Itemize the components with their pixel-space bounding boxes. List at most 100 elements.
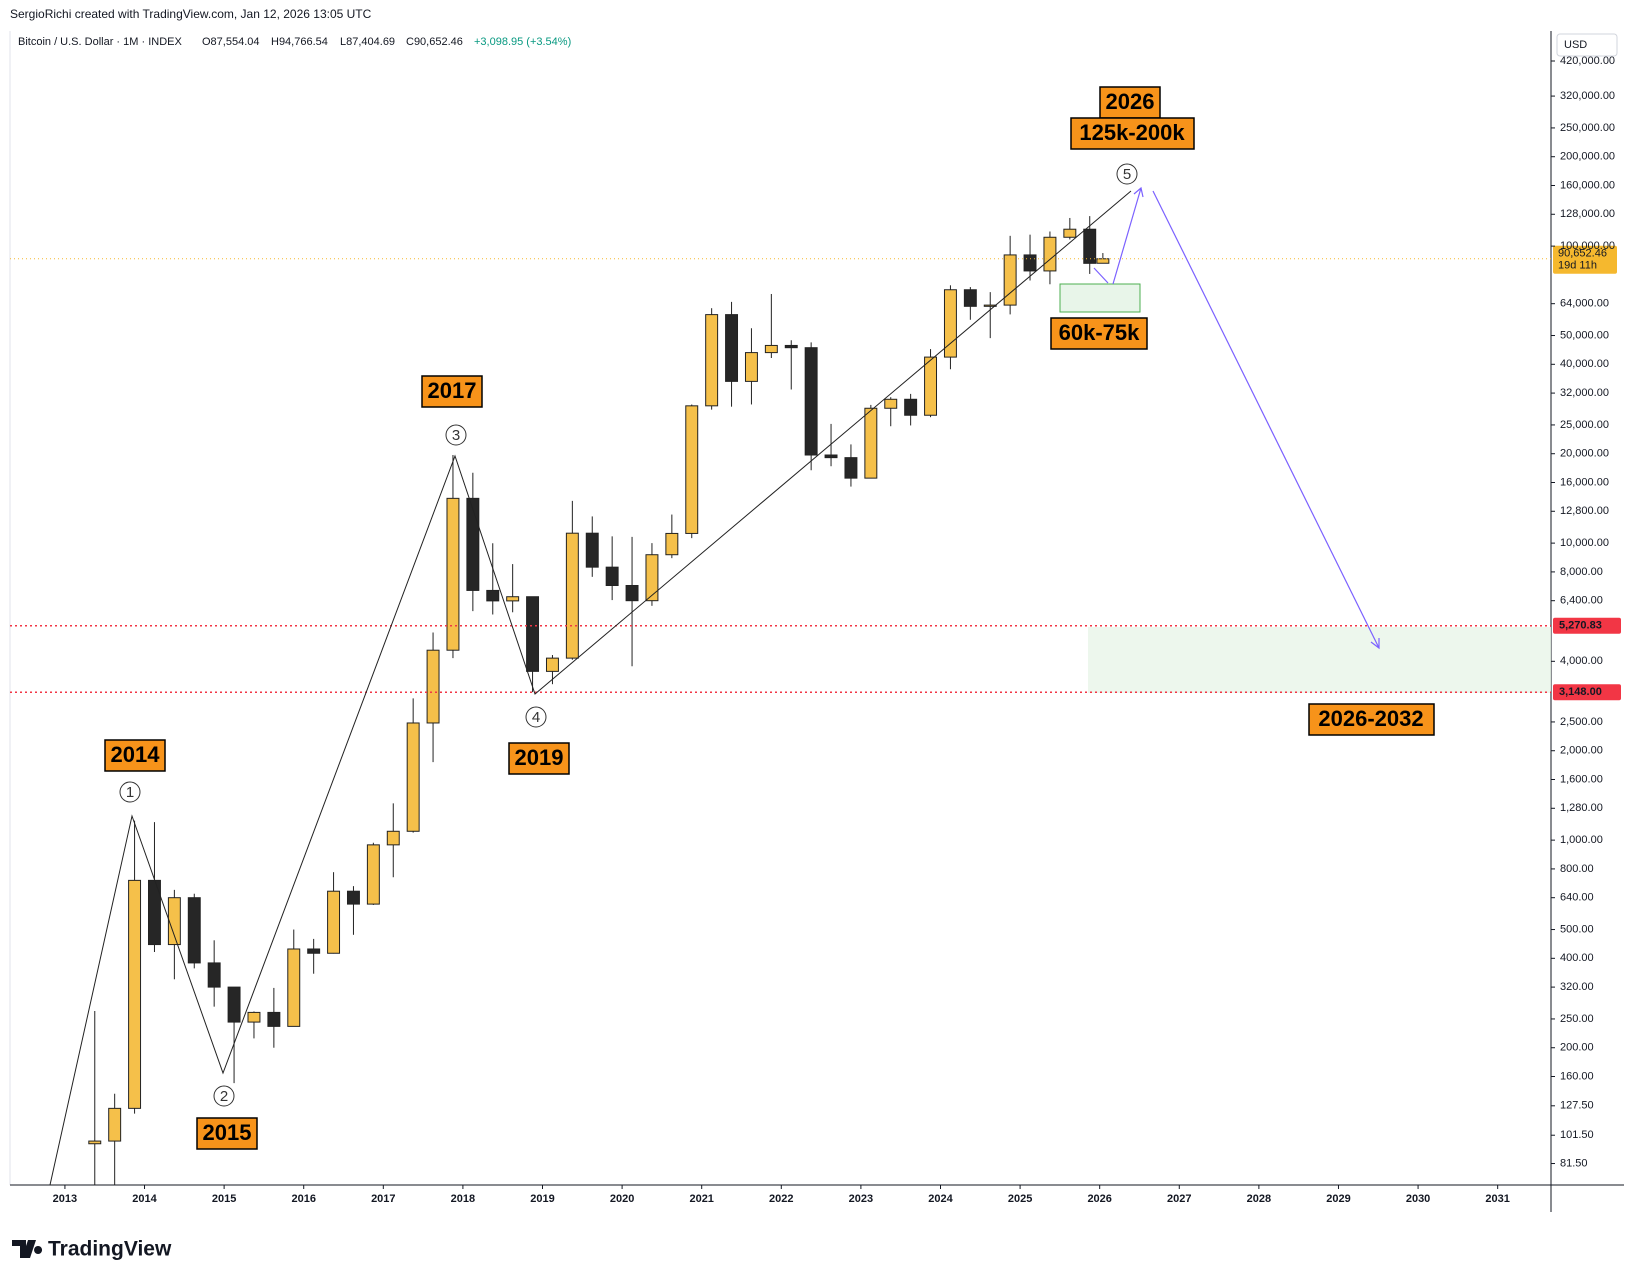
candle-body bbox=[108, 1107, 122, 1142]
wave-number: 1 bbox=[126, 784, 134, 801]
label: 2014 bbox=[111, 742, 161, 767]
symbol: Bitcoin / U.S. Dollar · 1M · INDEX bbox=[18, 36, 182, 48]
last-price-tag bbox=[1553, 245, 1617, 274]
y-tick-label: 400.00 bbox=[1560, 952, 1594, 964]
y-tick-label: 81.50 bbox=[1560, 1157, 1588, 1169]
last-price-label: 90,652.46 bbox=[1558, 248, 1607, 260]
y-tick-label: 25,000.00 bbox=[1560, 419, 1609, 431]
x-tick-label: 2025 bbox=[1008, 1193, 1032, 1205]
y-tick-label: 10,000.00 bbox=[1560, 537, 1609, 549]
wave-marker bbox=[445, 424, 467, 446]
candle-body bbox=[625, 584, 639, 602]
logo-mark bbox=[12, 1240, 43, 1258]
wave-marker bbox=[119, 781, 141, 803]
candle-body bbox=[904, 398, 918, 416]
label: 60k-75k bbox=[1059, 320, 1141, 345]
candle-body bbox=[963, 289, 977, 307]
candle-body bbox=[287, 948, 301, 1027]
label-box bbox=[1070, 117, 1195, 150]
y-tick-label: 200,000.00 bbox=[1560, 151, 1615, 163]
wave-number: 4 bbox=[532, 709, 540, 726]
wave-marker bbox=[1116, 163, 1138, 185]
y-tick-label: 32,000.00 bbox=[1560, 387, 1609, 399]
y-tick-label: 101.50 bbox=[1560, 1129, 1594, 1141]
candle-body bbox=[983, 304, 997, 307]
candle-body bbox=[764, 344, 778, 354]
wave-number: 5 bbox=[1123, 166, 1131, 183]
candle-body bbox=[446, 497, 460, 651]
zones bbox=[1059, 283, 1551, 693]
drawings: 1 2 3 4 5 2014 2015 2017 2019 2026 125k-… bbox=[49, 86, 1435, 1186]
currency: USD bbox=[1564, 39, 1587, 51]
candle-body bbox=[247, 1011, 261, 1023]
label: 2026-2032 bbox=[1318, 706, 1423, 731]
arrow-head bbox=[1370, 638, 1380, 650]
x-tick-label: 2016 bbox=[291, 1193, 315, 1205]
ohlc-close: C90,652.46 bbox=[406, 36, 463, 48]
candle-body bbox=[1063, 228, 1077, 238]
y-tick-label: 320,000.00 bbox=[1560, 90, 1615, 102]
y-tick-label: 8,000.00 bbox=[1560, 566, 1603, 578]
candle-body bbox=[426, 649, 440, 724]
y-tick-label: 1,000.00 bbox=[1560, 834, 1603, 846]
candle-body bbox=[705, 314, 719, 407]
candle-body bbox=[924, 356, 938, 416]
candle-body bbox=[386, 830, 400, 846]
candle-body bbox=[1083, 228, 1097, 264]
arrow bbox=[1152, 190, 1380, 649]
x-tick-label: 2023 bbox=[849, 1193, 873, 1205]
candle-body bbox=[565, 532, 579, 659]
candle-body bbox=[167, 897, 181, 946]
x-tick-label: 2030 bbox=[1406, 1193, 1430, 1205]
x-tick-label: 2015 bbox=[212, 1193, 236, 1205]
wave-marker bbox=[213, 1085, 235, 1107]
y-tick-label: 320.00 bbox=[1560, 981, 1594, 993]
candle-body bbox=[366, 844, 380, 905]
currency-box[interactable] bbox=[1556, 33, 1618, 57]
label-box bbox=[508, 742, 570, 775]
candle-body bbox=[943, 289, 957, 358]
candle-body bbox=[227, 986, 241, 1023]
candle-body bbox=[267, 1011, 281, 1027]
candle-body bbox=[725, 314, 739, 382]
candle-body bbox=[128, 879, 142, 1109]
label-box bbox=[104, 739, 166, 772]
candle-body bbox=[784, 344, 798, 349]
x-tick-label: 2017 bbox=[371, 1193, 395, 1205]
level-tag bbox=[1553, 617, 1621, 634]
y-tick-label: 2,000.00 bbox=[1560, 745, 1603, 757]
candle-body bbox=[1043, 236, 1057, 272]
candle-body bbox=[466, 497, 480, 591]
label-box bbox=[196, 1117, 258, 1150]
ohlc-low: L87,404.69 bbox=[340, 36, 395, 48]
x-tick-label: 2022 bbox=[769, 1193, 793, 1205]
candle-body bbox=[486, 589, 500, 602]
candle-body bbox=[207, 962, 221, 988]
candle-body bbox=[346, 890, 360, 905]
x-tick-label: 2029 bbox=[1326, 1193, 1350, 1205]
label-box bbox=[421, 375, 483, 408]
y-tick-label: 64,000.00 bbox=[1560, 298, 1609, 310]
candles bbox=[88, 216, 1110, 1185]
wave-number: 3 bbox=[452, 427, 460, 444]
candle-body bbox=[1096, 258, 1110, 264]
candle-body bbox=[844, 457, 858, 479]
candle-body bbox=[585, 532, 599, 568]
x-tick-label: 2027 bbox=[1167, 1193, 1191, 1205]
brand-logo: TradingView bbox=[12, 1238, 172, 1261]
wave-path bbox=[49, 190, 1132, 1186]
candle-body bbox=[864, 407, 878, 479]
countdown: 19d 11h bbox=[1558, 260, 1597, 272]
y-tick-label: 160.00 bbox=[1560, 1070, 1594, 1082]
y-tick-label: 200.00 bbox=[1560, 1042, 1594, 1054]
candle-body bbox=[645, 554, 659, 602]
label: 2019 bbox=[515, 745, 564, 770]
y-tick-label: 128,000.00 bbox=[1560, 208, 1615, 220]
ohlc-open: O87,554.04 bbox=[202, 36, 260, 48]
y-tick-label: 250.00 bbox=[1560, 1013, 1594, 1025]
x-tick-label: 2026 bbox=[1087, 1193, 1111, 1205]
y-tick-label: 160,000.00 bbox=[1560, 179, 1615, 191]
y-tick-label: 640.00 bbox=[1560, 892, 1594, 904]
